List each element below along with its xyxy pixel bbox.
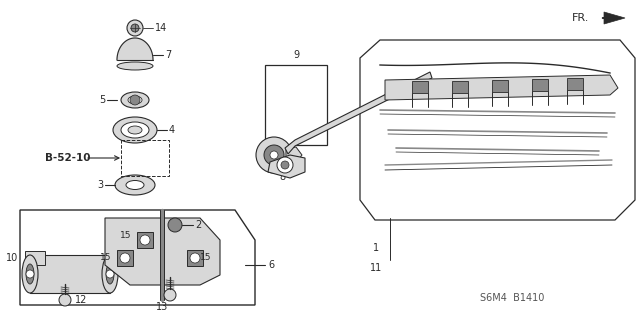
Polygon shape [604,12,625,24]
Ellipse shape [117,62,153,70]
Circle shape [281,161,289,169]
Polygon shape [360,40,635,220]
Text: 3: 3 [97,180,103,190]
Ellipse shape [22,255,38,293]
Text: 15: 15 [100,254,111,263]
Text: 11: 11 [370,263,382,273]
Bar [137,232,153,248]
Text: 5: 5 [99,95,105,105]
Circle shape [130,95,140,105]
Circle shape [277,157,293,173]
Text: 14: 14 [155,23,167,33]
Ellipse shape [102,255,118,293]
Text: 8: 8 [279,172,285,182]
Ellipse shape [113,117,157,143]
Circle shape [26,270,34,278]
Circle shape [59,294,71,306]
Text: 10: 10 [6,253,18,263]
Polygon shape [117,38,153,60]
Ellipse shape [128,96,142,104]
Text: 15: 15 [120,231,131,240]
Text: 12: 12 [75,295,88,305]
Bar [30,255,110,293]
Text: 2: 2 [195,220,201,230]
Bar [567,78,583,90]
Text: 6: 6 [268,260,274,270]
Polygon shape [286,147,302,163]
Bar [117,250,133,266]
Ellipse shape [121,122,149,138]
Circle shape [270,151,278,159]
Polygon shape [285,72,432,154]
Ellipse shape [126,181,144,189]
Ellipse shape [106,264,114,284]
Circle shape [127,20,143,36]
Ellipse shape [128,126,142,134]
Polygon shape [268,155,305,178]
Circle shape [164,289,176,301]
Ellipse shape [140,235,150,245]
Ellipse shape [115,175,155,195]
Circle shape [168,218,182,232]
Circle shape [106,270,114,278]
Bar [452,80,468,93]
Bar [532,79,548,91]
Ellipse shape [190,253,200,263]
Bar [25,251,45,265]
Text: 7: 7 [165,50,172,60]
Text: 13: 13 [156,302,168,312]
Polygon shape [385,75,618,100]
Circle shape [131,24,139,32]
Circle shape [256,137,292,173]
Ellipse shape [121,92,149,108]
Ellipse shape [120,253,130,263]
Text: S6M4  B1410: S6M4 B1410 [480,293,545,303]
Ellipse shape [26,264,34,284]
Polygon shape [105,218,220,285]
Text: 9: 9 [293,50,299,60]
Text: 4: 4 [169,125,175,135]
Bar [265,65,327,145]
Text: B-52-10: B-52-10 [45,153,90,163]
Text: FR.: FR. [572,13,589,23]
Text: 1: 1 [373,243,379,253]
Bar [492,80,508,92]
Polygon shape [20,210,255,305]
Circle shape [264,145,284,165]
Bar [412,81,428,93]
Bar [187,250,203,266]
Text: 15: 15 [200,254,211,263]
